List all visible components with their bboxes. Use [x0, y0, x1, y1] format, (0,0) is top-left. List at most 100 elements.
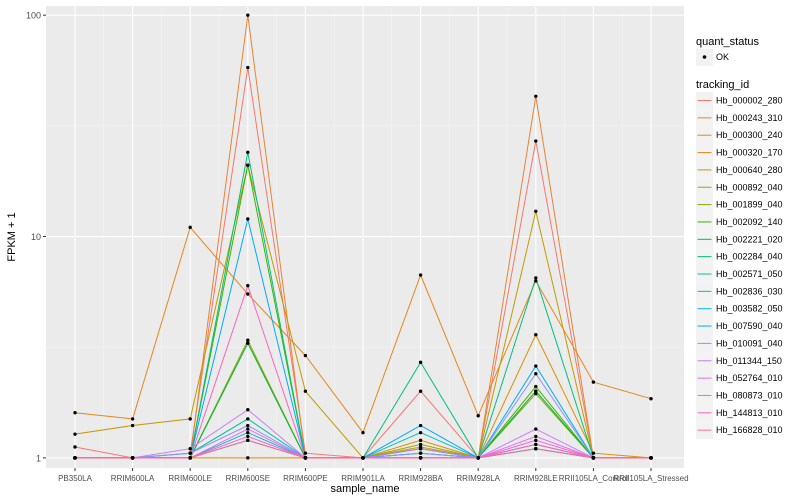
data-point-Hb_000300_240: [591, 451, 596, 455]
legend-series-label: Hb_000243_310: [716, 113, 783, 123]
legend-series-label: Hb_003582_050: [716, 304, 783, 314]
data-point-Hb_002284_040: [246, 150, 250, 155]
data-point-Hb_011344_150: [534, 427, 538, 431]
data-point-Hb_166828_010: [73, 456, 77, 460]
data-point-Hb_000243_310: [534, 94, 538, 98]
legend-series-label: Hb_002092_140: [716, 217, 783, 227]
legend-series-label: Hb_002571_050: [716, 269, 783, 279]
data-point-Hb_002836_030: [246, 430, 250, 435]
legend-series-label: Hb_144813_010: [716, 408, 783, 418]
x-tick-label: RRIM928BA: [398, 474, 443, 483]
data-point-Hb_144813_010: [534, 442, 538, 447]
x-tick-label: RRII105LA_Stressed: [613, 474, 688, 483]
y-tick-label: 100: [26, 11, 41, 21]
data-point-Hb_000320_170: [188, 225, 192, 230]
x-tick-label: RRIM600SE: [226, 474, 270, 483]
data-point-Hb_144813_010: [246, 283, 250, 288]
data-point-Hb_002092_140: [534, 384, 538, 389]
legend-shape-title: quant_status: [696, 36, 759, 48]
data-point-Hb_166828_010: [188, 456, 192, 460]
data-point-Hb_166828_010: [361, 456, 365, 460]
data-point-Hb_000002_280: [246, 65, 250, 70]
data-point-Hb_011344_150: [246, 408, 250, 412]
data-point-Hb_002836_030: [418, 430, 423, 435]
legend-series-label: Hb_000892_040: [716, 182, 783, 192]
legend-series-label: Hb_011344_150: [716, 356, 782, 366]
legend-series-label: Hb_002836_030: [716, 286, 783, 296]
data-point-Hb_010091_040: [534, 372, 538, 376]
data-point-Hb_000640_280: [130, 423, 135, 428]
x-axis-label: sample_name: [330, 483, 399, 495]
legend-series-label: Hb_002284_040: [716, 252, 783, 262]
legend-series-label: Hb_000002_280: [716, 96, 783, 106]
data-point-Hb_011344_150: [188, 447, 192, 451]
data-point-Hb_000002_280: [418, 389, 423, 393]
data-point-Hb_000640_280: [188, 417, 192, 421]
data-point-Hb_166828_010: [534, 447, 538, 451]
data-point-Hb_000320_170: [361, 430, 365, 435]
x-tick-label: RRIM901LA: [341, 474, 385, 483]
data-point-Hb_011344_150: [418, 447, 423, 451]
data-point-Hb_166828_010: [418, 456, 423, 460]
legend-series-label: Hb_001899_040: [716, 200, 783, 210]
data-point-Hb_000892_040: [246, 338, 250, 342]
y-tick-label: 10: [31, 232, 41, 242]
x-tick-label: RRIM928LE: [514, 474, 558, 483]
data-point-Hb_000320_170: [130, 417, 135, 421]
data-point-Hb_000320_170: [246, 292, 250, 296]
series-points: [73, 13, 653, 460]
legend-shape-entries: OK: [696, 49, 729, 66]
data-point-Hb_000640_280: [534, 209, 538, 213]
x-tick-label: RRIM928LA: [456, 474, 500, 483]
x-tick-label: RRIM600LA: [111, 474, 155, 483]
data-point-Hb_000320_170: [418, 273, 423, 277]
data-point-Hb_000300_240: [246, 456, 250, 460]
legend-series-label: Hb_007590_040: [716, 321, 783, 331]
data-point-Hb_000320_170: [476, 414, 480, 418]
data-point-Hb_002284_040: [418, 360, 423, 365]
data-point-Hb_000320_170: [73, 410, 77, 415]
data-point-Hb_166828_010: [303, 456, 308, 460]
data-point-Hb_007590_040: [418, 423, 423, 428]
data-point-Hb_000300_240: [534, 333, 538, 337]
data-point-Hb_002092_140: [246, 163, 250, 167]
data-point-Hb_000002_280: [534, 139, 538, 143]
legend: quant_status OK tracking_id Hb_000002_28…: [696, 36, 783, 439]
data-point-Hb_002221_020: [534, 389, 538, 393]
data-point-Hb_000320_170: [591, 380, 596, 384]
data-point-Hb_001899_040: [534, 391, 538, 396]
legend-series-label: Hb_000300_240: [716, 130, 783, 140]
data-point-Hb_010091_040: [188, 451, 192, 455]
x-tick-label: RRIM600LE: [168, 474, 212, 483]
x-tick-label: RRIM600PE: [283, 474, 327, 483]
data-point-Hb_080873_010: [534, 438, 538, 443]
legend-series-label: Hb_052764_010: [716, 373, 783, 383]
legend-series-label: Hb_002221_020: [716, 234, 783, 244]
data-point-Hb_002221_020: [246, 341, 250, 345]
data-point-Hb_166828_010: [476, 456, 480, 460]
data-point-Hb_000640_280: [303, 389, 308, 393]
data-point-Hb_000640_280: [73, 432, 77, 436]
data-point-Hb_000002_280: [303, 451, 308, 455]
y-axis-label: FPKM + 1: [6, 212, 18, 261]
data-point-Hb_052764_010: [246, 427, 250, 431]
data-point-Hb_000243_310: [246, 13, 250, 17]
legend-series-label: Hb_010091_040: [716, 338, 783, 348]
legend-color-entries: Hb_000002_280 Hb_000243_310 Hb_000300_240 H…: [696, 92, 783, 439]
data-point-Hb_000002_280: [73, 445, 77, 449]
data-point-Hb_080873_010: [246, 434, 250, 439]
legend-shape-key: [702, 55, 707, 59]
data-point-Hb_007590_040: [534, 364, 538, 368]
data-point-Hb_000300_240: [418, 438, 423, 443]
x-tick-label: RRII105LA_Control: [559, 474, 629, 483]
legend-series-label: Hb_000640_280: [716, 165, 783, 175]
data-point-Hb_002284_040: [534, 276, 538, 280]
legend-series-label: Hb_000320_170: [716, 148, 783, 158]
data-point-Hb_166828_010: [649, 456, 653, 460]
data-point-Hb_007590_040: [246, 217, 250, 221]
data-point-Hb_000320_170: [534, 279, 538, 283]
data-point-Hb_166828_010: [130, 456, 135, 460]
legend-shape-label: OK: [716, 52, 729, 62]
y-tick-label: 1: [36, 453, 41, 463]
